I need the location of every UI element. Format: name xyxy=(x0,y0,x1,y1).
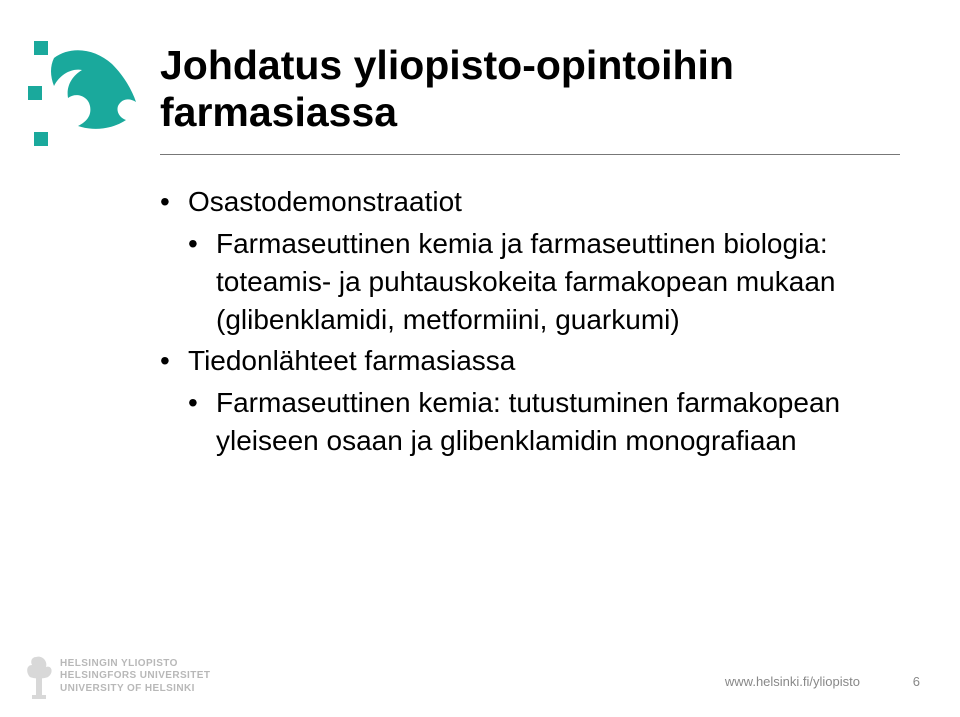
slide: Johdatus yliopisto-opintoihin farmasiass… xyxy=(0,0,960,717)
bullet-text: Farmaseuttinen kemia ja farmaseuttinen b… xyxy=(216,228,835,335)
uni-name-en: UNIVERSITY OF HELSINKI xyxy=(60,683,210,696)
flame-logo-icon xyxy=(28,40,138,150)
uni-name-sv: HELSINGFORS UNIVERSITET xyxy=(60,670,210,683)
university-name-block: HELSINGIN YLIOPISTO HELSINGFORS UNIVERSI… xyxy=(60,658,210,696)
title-line-2: farmasiassa xyxy=(160,89,900,136)
footer-url: www.helsinki.fi/yliopisto xyxy=(725,674,860,689)
title-line-1: Johdatus yliopisto-opintoihin xyxy=(160,42,900,89)
bullet-text: Tiedonlähteet farmasiassa xyxy=(188,345,515,376)
slide-footer: HELSINGIN YLIOPISTO HELSINGFORS UNIVERSI… xyxy=(60,637,920,697)
torch-icon xyxy=(24,655,54,699)
bullet-lvl2: Farmaseuttinen kemia ja farmaseuttinen b… xyxy=(188,225,900,338)
bullet-lvl2: Farmaseuttinen kemia: tutustuminen farma… xyxy=(188,384,900,460)
bullet-text: Farmaseuttinen kemia: tutustuminen farma… xyxy=(216,387,840,456)
slide-title: Johdatus yliopisto-opintoihin farmasiass… xyxy=(160,42,900,155)
title-rule xyxy=(160,154,900,155)
bullet-lvl1: Osastodemonstraatiot xyxy=(160,183,900,221)
uni-name-fi: HELSINGIN YLIOPISTO xyxy=(60,658,210,671)
page-number: 6 xyxy=(913,674,920,689)
slide-content: Osastodemonstraatiot Farmaseuttinen kemi… xyxy=(160,183,900,460)
bullet-text: Osastodemonstraatiot xyxy=(188,186,462,217)
bullet-lvl1: Tiedonlähteet farmasiassa xyxy=(160,342,900,380)
